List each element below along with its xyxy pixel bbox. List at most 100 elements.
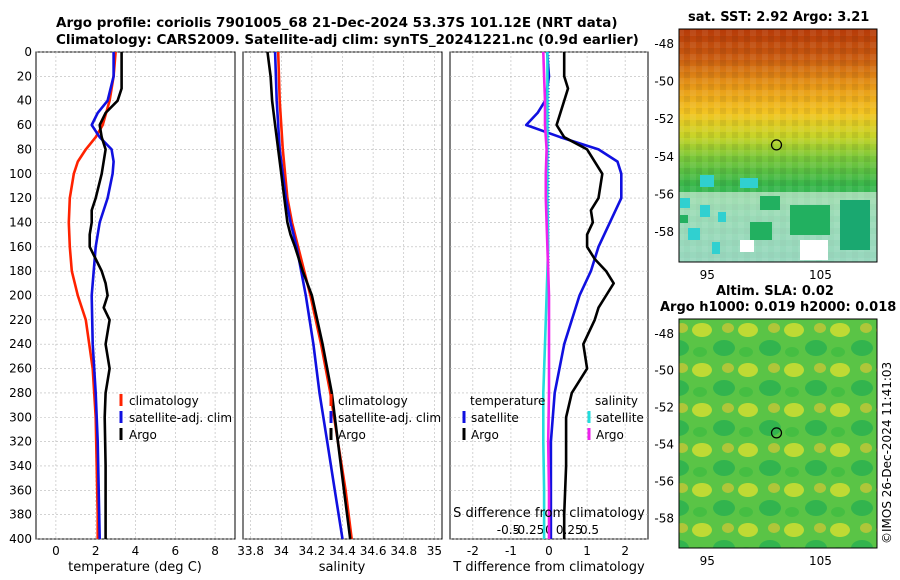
y-tick-label: 340 [9,459,32,473]
series-line-argo [542,51,551,539]
x-tick-label: 0 [52,544,60,558]
sst-missing-data [679,175,877,262]
salinity-panel: 33.8 34 34.2 34.4 34.6 34.8 35 salinity climat… [237,51,443,575]
sst-map-frame [678,28,878,263]
legend-label-argo: Argo [338,428,366,442]
series-line-satellite-adj-clim [273,51,344,540]
map-y-tick-label: -56 [654,475,674,489]
y-tick-label: 120 [9,191,32,205]
y-tick-label: 200 [9,289,32,303]
figure-title-line1: Argo profile: coriolis 7901005_68 21-Dec… [56,15,618,31]
x-tick-label: 34.4 [329,544,356,558]
y-tick-label: 280 [9,386,32,400]
x-tick-label: 0 [545,544,553,558]
difference-legend: temperature satellite Argo salinity sate… [462,394,644,442]
map-x-tick-label: 105 [809,554,832,568]
x-tick-label: 33.8 [237,544,264,558]
map-y-tick-label: -50 [654,75,674,89]
s-tick-label: -0.25 [513,523,544,537]
y-tick-label: 320 [9,435,32,449]
y-tick-label: 100 [9,167,32,181]
map-y-tick-label: -52 [654,112,674,126]
legend-title-salinity: salinity [595,394,638,408]
y-tick-label: 160 [9,240,32,254]
y-tick-label: 40 [17,94,32,108]
map-y-tick-label: -58 [654,511,674,525]
difference-top-xlabel: S difference from climatology [453,506,645,521]
legend-label-s-argo: Argo [596,428,624,442]
x-tick-label: -2 [467,544,479,558]
sla-map-frame [678,318,878,549]
x-tick-label: 2 [621,544,629,558]
y-tick-label: 60 [17,118,32,132]
argo-float-marker [770,139,783,151]
y-tick-label: 80 [17,142,32,156]
y-tick-label: 380 [9,508,32,522]
x-tick-label: 4 [132,544,140,558]
temperature-legend: climatology satellite-adj. clim Argo [119,394,232,442]
salinity-xlabel: salinity [319,560,366,575]
x-tick-label: 6 [171,544,179,558]
map-y-tick-label: -54 [654,150,674,164]
y-tick-label: 240 [9,337,32,351]
legend-label-climatology: climatology [338,394,408,408]
s-tick-label: 0.5 [580,523,599,537]
x-tick-label: 34.8 [390,544,417,558]
y-tick-label: 300 [9,410,32,424]
map-x-tick-label: 105 [809,268,832,282]
y-tick-label: 20 [17,69,32,83]
series-line-satellite [524,51,623,539]
map-x-tick-label: 95 [700,554,715,568]
sst-map-title: sat. SST: 2.92 Argo: 3.21 [688,10,870,25]
series-line-satellite [541,52,550,539]
legend-label-argo: Argo [129,428,157,442]
x-tick-label: 34.6 [360,544,387,558]
x-tick-label: 35 [427,544,442,558]
map-y-tick-label: -54 [654,438,674,452]
legend-label-satellite: satellite-adj. clim [129,411,232,425]
y-tick-label: 0 [24,45,32,59]
legend-label-t-satellite: satellite [471,411,519,425]
y-tick-label: 360 [9,483,32,497]
legend-label-s-satellite: satellite [596,411,644,425]
temperature-panel: 0 2 4 6 802040608010012014016018020022024026… [9,45,236,575]
x-tick-label: 34 [274,544,289,558]
legend-label-t-argo: Argo [471,428,499,442]
argo-float-marker [770,427,783,439]
series-line-argo [266,51,352,540]
y-tick-label: 400 [9,532,32,546]
y-tick-label: 220 [9,313,32,327]
sla-texture [679,319,877,548]
salinity-legend: climatology satellite-adj. clim Argo [329,394,441,442]
sla-map-title: Altim. SLA: 0.02 [716,284,834,299]
x-tick-label: 34.2 [299,544,326,558]
temperature-xlabel: temperature (deg C) [68,560,202,575]
figure-title-line2: Climatology: CARS2009. Satellite-adj cli… [56,32,639,48]
y-tick-label: 180 [9,264,32,278]
map-y-tick-label: -48 [654,327,674,341]
series-line-satellite-adj-clim [90,52,115,540]
sla-map-subtitle: Argo h1000: 0.019 h2000: 0.018 [660,300,897,315]
map-y-tick-label: -58 [654,225,674,239]
series-line-argo [88,52,123,539]
x-tick-label: 1 [583,544,591,558]
difference-xlabel: T difference from climatology [452,560,645,575]
s-tick-label: -0.5 [497,523,520,537]
s-tick-label: 0.25 [556,523,583,537]
series-line-argo [555,52,616,539]
map-y-tick-label: -56 [654,187,674,201]
y-tick-label: 260 [9,362,32,376]
legend-label-climatology: climatology [129,394,199,408]
map-x-tick-label: 95 [700,268,715,282]
sst-map: -48 -50 -52 -54 -56 -58 95 105 [654,28,878,282]
sla-map: -48 -50 -52 -54 -56 -58 95 105 [654,318,878,568]
map-y-tick-label: -48 [654,37,674,51]
legend-title-temperature: temperature [470,394,545,408]
map-y-tick-label: -52 [654,401,674,415]
map-y-tick-label: -50 [654,364,674,378]
x-tick-label: 8 [211,544,219,558]
y-tick-label: 140 [9,215,32,229]
x-tick-label: 2 [92,544,100,558]
